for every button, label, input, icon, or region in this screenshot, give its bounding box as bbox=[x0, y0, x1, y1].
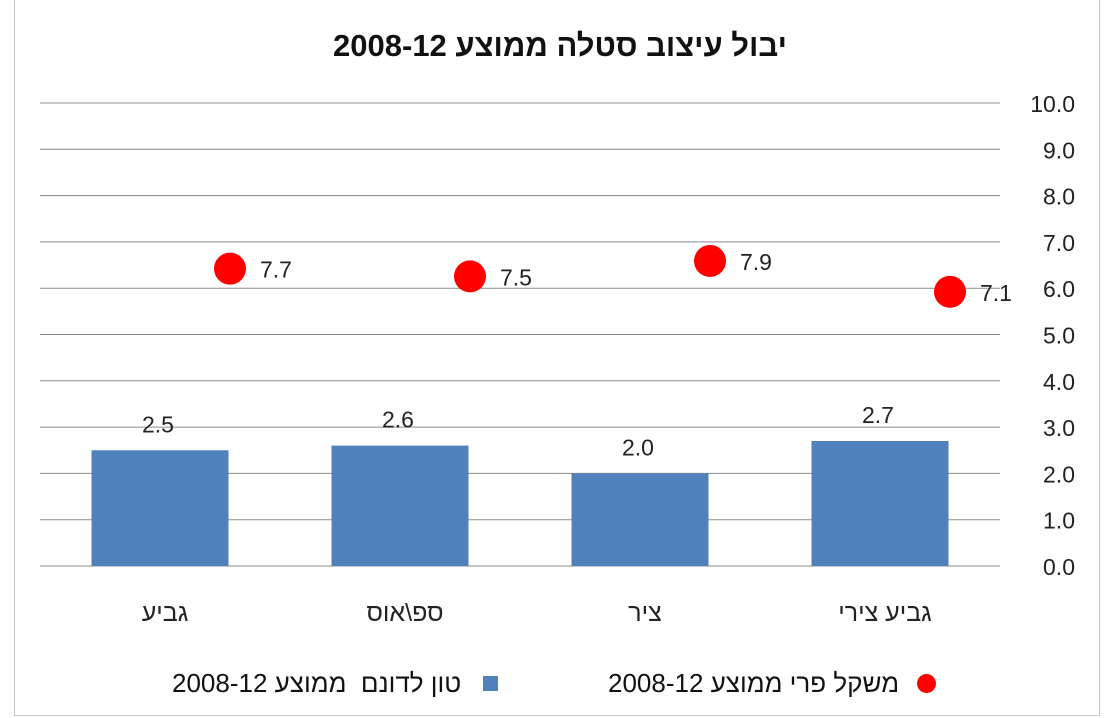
y-tick-label: 6.0 bbox=[1043, 276, 1075, 302]
bar-data-label: 2.0 bbox=[622, 434, 654, 460]
bar bbox=[811, 440, 949, 566]
scatter-point bbox=[934, 275, 966, 308]
scatter-point bbox=[214, 252, 246, 285]
scatter-point bbox=[694, 244, 726, 277]
bar bbox=[571, 473, 709, 566]
legend-item-yield: טון לדונם ממוצע 2008-12 bbox=[172, 668, 499, 699]
chart-frame bbox=[14, 0, 1100, 716]
x-category-label: ציר bbox=[628, 599, 661, 627]
scatter-point bbox=[454, 260, 486, 293]
y-tick-label: 2.0 bbox=[1043, 461, 1075, 487]
chart-title: יבול עיצוב סטלה ממוצע 2008-12 bbox=[333, 28, 787, 63]
y-tick-label: 5.0 bbox=[1043, 323, 1075, 349]
legend-label-yield: טון לדונם ממוצע 2008-12 bbox=[172, 668, 462, 698]
point-data-label: 7.7 bbox=[260, 257, 292, 283]
legend-bar-marker bbox=[483, 676, 499, 691]
y-tick-label: 3.0 bbox=[1043, 415, 1075, 441]
bar-data-label: 2.5 bbox=[142, 411, 174, 437]
y-tick-label: 0.0 bbox=[1043, 554, 1075, 580]
y-tick-label: 4.0 bbox=[1043, 369, 1075, 395]
y-tick-label: 7.0 bbox=[1043, 230, 1075, 256]
legend-dot-marker bbox=[917, 674, 937, 693]
bar-data-label: 2.6 bbox=[382, 407, 414, 433]
y-tick-label: 8.0 bbox=[1043, 184, 1075, 210]
point-data-label: 7.5 bbox=[500, 264, 532, 290]
point-data-label: 7.1 bbox=[980, 280, 1012, 306]
y-tick-label: 9.0 bbox=[1043, 137, 1075, 163]
bar-data-label: 2.7 bbox=[862, 402, 894, 428]
y-tick-label: 1.0 bbox=[1043, 508, 1075, 534]
legend-label-fruit-weight: משקל פרי ממוצע 2008-12 bbox=[608, 668, 900, 698]
x-category-label: גביע bbox=[142, 599, 189, 627]
x-category-label: גביע צירי bbox=[838, 599, 931, 627]
bar bbox=[91, 450, 229, 566]
bar bbox=[331, 445, 469, 566]
y-tick-label: 10.0 bbox=[1030, 91, 1075, 117]
x-category-label: ספ\אוס bbox=[367, 599, 444, 627]
point-data-label: 7.9 bbox=[740, 249, 772, 275]
legend-item-fruit-weight: משקל פרי ממוצע 2008-12 bbox=[608, 668, 937, 699]
